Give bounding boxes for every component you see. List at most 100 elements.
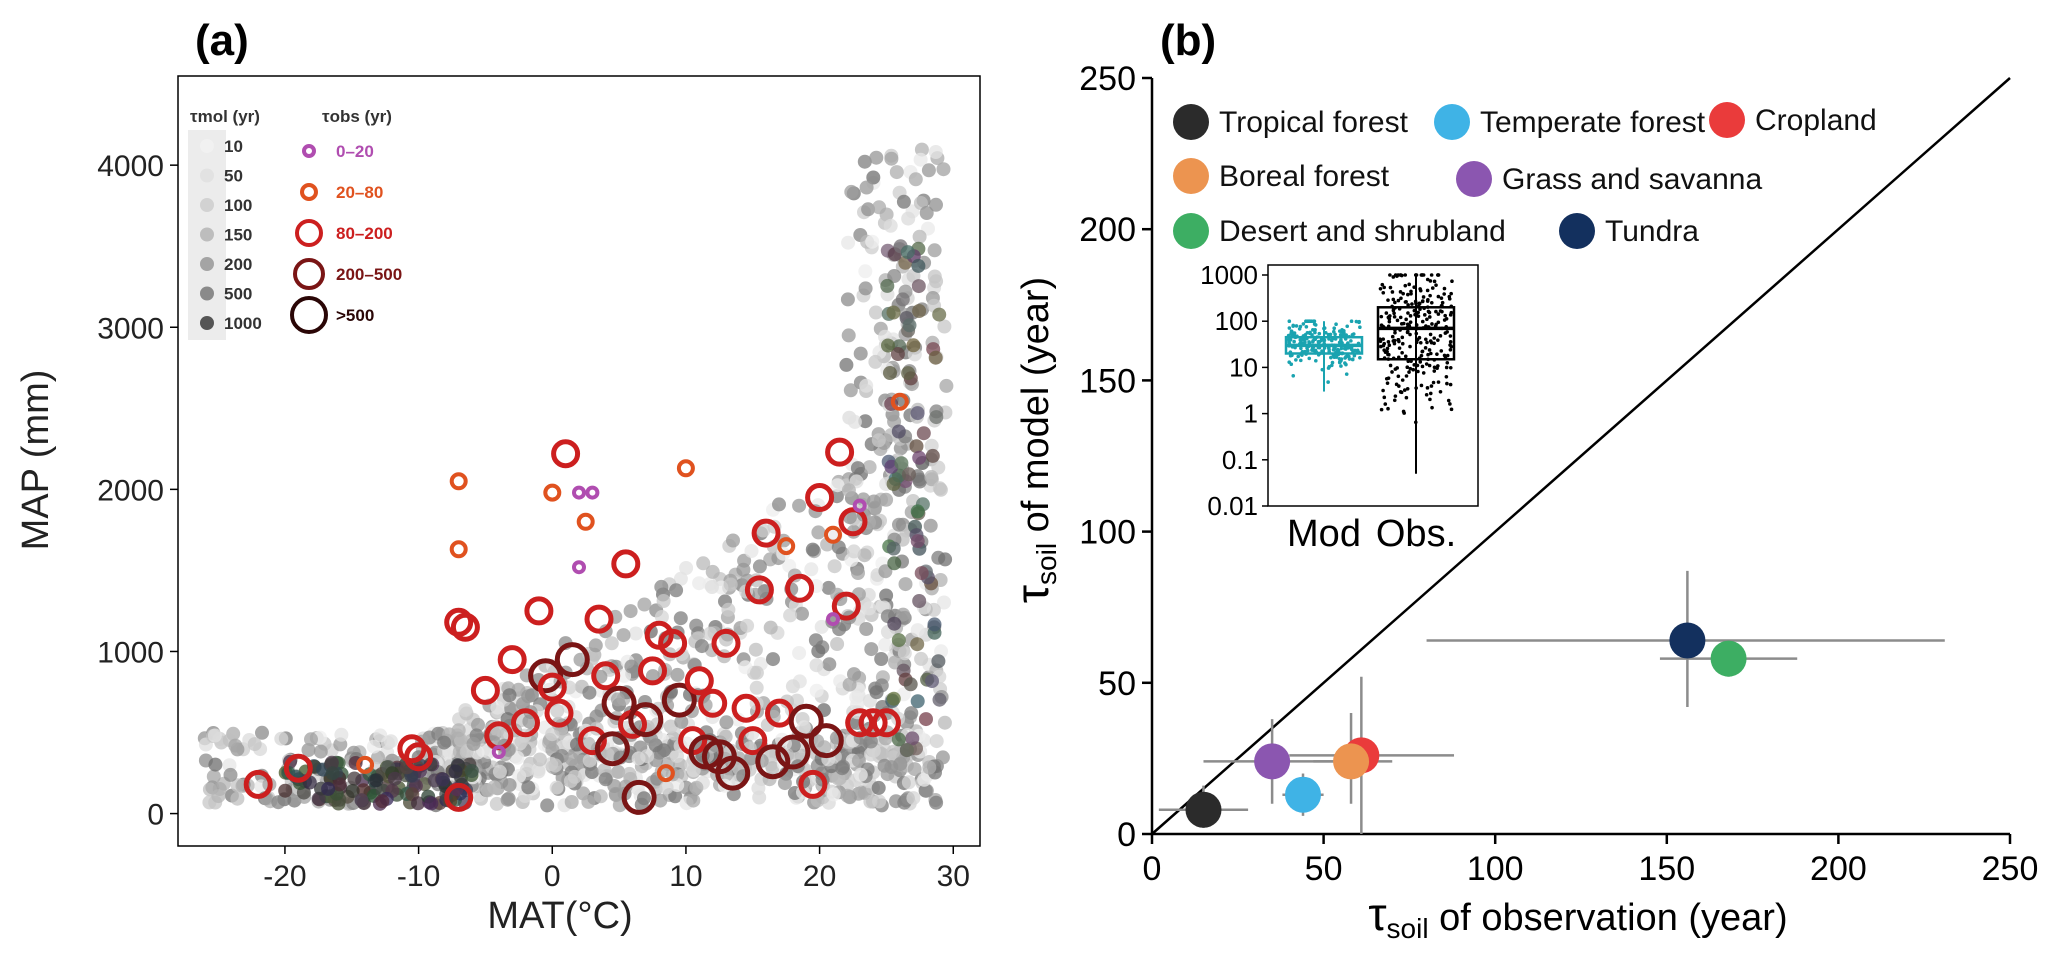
- inset-point: [1446, 398, 1451, 403]
- model-point: [301, 743, 316, 757]
- model-point: [274, 731, 289, 746]
- model-point: [901, 366, 916, 381]
- model-point: [919, 712, 933, 727]
- y-tick-label: 0: [147, 799, 164, 832]
- model-point: [872, 794, 887, 809]
- inset-point: [1387, 343, 1392, 348]
- inset-point: [1326, 380, 1330, 384]
- inset-point: [1392, 341, 1397, 346]
- model-point: [206, 769, 221, 784]
- obs-point: [243, 769, 273, 799]
- obs-point: [444, 782, 474, 812]
- model-point: [489, 796, 504, 811]
- model-point: [719, 715, 734, 730]
- model-point: [901, 211, 916, 226]
- inset-point: [1426, 309, 1431, 314]
- model-point: [924, 438, 939, 453]
- biome-point: [1333, 743, 1370, 780]
- model-point: [634, 797, 649, 812]
- obs-point: [601, 685, 637, 721]
- model-point: [673, 571, 688, 586]
- legend-mod-label: 50: [224, 167, 243, 186]
- inset-point: [1425, 386, 1430, 390]
- inset-point: [1287, 319, 1292, 324]
- model-point: [705, 580, 719, 594]
- model-point: [887, 616, 902, 631]
- model-point: [925, 448, 940, 463]
- model-point: [589, 709, 604, 724]
- model-point: [726, 533, 740, 548]
- inset-point: [1430, 286, 1435, 290]
- inset-point: [1420, 273, 1425, 277]
- inset-point: [1333, 353, 1338, 358]
- model-point: [521, 780, 536, 795]
- obs-point: [826, 612, 840, 627]
- model-point: [894, 456, 909, 471]
- model-point: [916, 426, 931, 441]
- inset-point: [1416, 314, 1421, 318]
- model-point: [866, 494, 881, 509]
- inset-point: [1291, 323, 1296, 328]
- obs-point: [658, 628, 688, 658]
- inset-point: [1426, 352, 1430, 357]
- panel-a-tag: (a): [195, 16, 249, 65]
- obs-point: [524, 596, 554, 626]
- model-point: [471, 717, 485, 732]
- inset-category-label: Obs.: [1376, 513, 1456, 555]
- model-point: [874, 652, 889, 666]
- inset-point: [1379, 314, 1384, 319]
- y-tick-label: 200: [1079, 211, 1136, 249]
- model-point: [879, 588, 894, 603]
- model-point: [424, 796, 439, 811]
- legend-mod-dot: [200, 227, 214, 242]
- model-point: [902, 318, 917, 333]
- model-point: [721, 602, 736, 617]
- inset-point: [1448, 340, 1453, 344]
- model-point: [783, 608, 798, 623]
- inset-point: [1424, 392, 1429, 397]
- inset-point: [1436, 312, 1441, 316]
- legend-obs-label: 0–20: [336, 142, 374, 161]
- inset-point: [1327, 347, 1331, 352]
- model-point: [673, 611, 688, 626]
- model-point: [581, 794, 596, 809]
- legend-obs-ring: [295, 219, 323, 247]
- model-point: [375, 794, 390, 809]
- inset-point: [1450, 279, 1454, 284]
- model-point: [903, 677, 918, 692]
- legend-mod-dot: [200, 168, 214, 183]
- obs-point: [577, 726, 607, 756]
- model-point: [906, 338, 921, 353]
- inset-point: [1307, 340, 1311, 344]
- inset-point: [1303, 332, 1308, 337]
- model-point: [929, 197, 943, 212]
- model-point: [858, 281, 873, 296]
- inset-point: [1393, 394, 1398, 398]
- inset-point: [1388, 363, 1393, 368]
- inset-point: [1349, 339, 1353, 343]
- obs-point: [554, 642, 590, 678]
- obs-point: [785, 573, 815, 603]
- model-point: [321, 781, 336, 796]
- model-point: [835, 761, 850, 776]
- inset-point: [1429, 384, 1434, 388]
- inset-point: [1405, 330, 1410, 335]
- model-point: [927, 617, 942, 632]
- inset-point: [1432, 369, 1437, 373]
- model-point: [448, 764, 463, 779]
- panel-a-axes: -20 -10 0 10 20 30 0 1000 2000 3000 4000: [97, 150, 970, 893]
- x-tick-label: 100: [1467, 850, 1524, 888]
- model-point: [345, 784, 360, 798]
- model-point: [325, 766, 340, 781]
- legend-mod-label: 200: [224, 255, 252, 274]
- inset-point: [1353, 348, 1357, 353]
- inset-point: [1390, 290, 1395, 294]
- x-tick-label: 0: [544, 860, 561, 893]
- obs-point: [584, 604, 614, 634]
- inset-point: [1380, 282, 1385, 287]
- inset-point: [1393, 330, 1397, 335]
- model-point: [853, 346, 868, 361]
- obs-point: [831, 591, 861, 621]
- panel-a-xlabel: MAT(°C): [487, 895, 632, 937]
